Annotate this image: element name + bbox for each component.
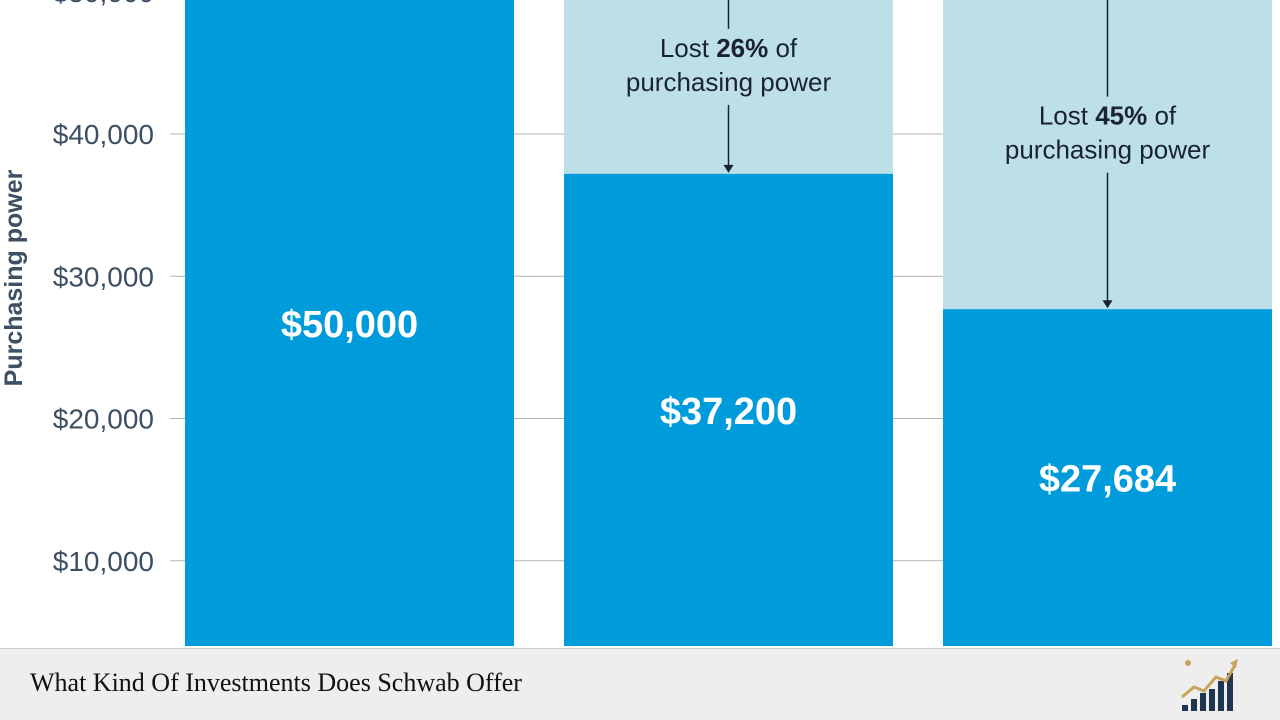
y-tick-label: $50,000 (53, 0, 154, 8)
bar-value-label: $37,200 (660, 391, 797, 433)
y-tick-label: $40,000 (53, 119, 154, 150)
footer-banner: What Kind Of Investments Does Schwab Off… (0, 648, 1280, 720)
annotation-text: purchasing power (1005, 135, 1211, 165)
arrow-head-icon (1102, 300, 1113, 309)
annotation-text: Lost 45% of (1039, 101, 1177, 131)
footer-title: What Kind Of Investments Does Schwab Off… (30, 668, 522, 697)
bar-value-labels: $50,000 $37,200 $27,684 (281, 304, 1176, 501)
purchasing-power-bar (943, 309, 1272, 646)
y-tick-label: $10,000 (53, 546, 154, 577)
annotation-text: Lost 26% of (660, 33, 798, 63)
y-tick-label: $20,000 (53, 404, 154, 435)
annotations: Lost 26% of purchasing power Lost 45% of pu… (626, 0, 1211, 309)
y-axis-ticks: $10,000 $20,000 $30,000 $40,000 $50,000 (53, 0, 185, 577)
lost-annotation: Lost 45% of purchasing power (1005, 0, 1211, 309)
y-tick-label: $30,000 (53, 261, 154, 292)
arrow-head-icon (723, 164, 734, 173)
purchasing-power-bar (564, 173, 893, 646)
rising-chart-logo-icon (1181, 659, 1238, 711)
y-axis-label: Purchasing power (0, 169, 28, 386)
bar-value-label: $27,684 (1039, 459, 1176, 501)
lost-annotation: Lost 26% of purchasing power (626, 0, 832, 173)
bars (185, 0, 1272, 646)
bar-value-label: $50,000 (281, 304, 418, 346)
purchasing-power-bar (185, 0, 514, 646)
annotation-text: purchasing power (626, 67, 832, 97)
purchasing-power-chart: $10,000 $20,000 $30,000 $40,000 $50,000 $50,… (0, 0, 1272, 646)
